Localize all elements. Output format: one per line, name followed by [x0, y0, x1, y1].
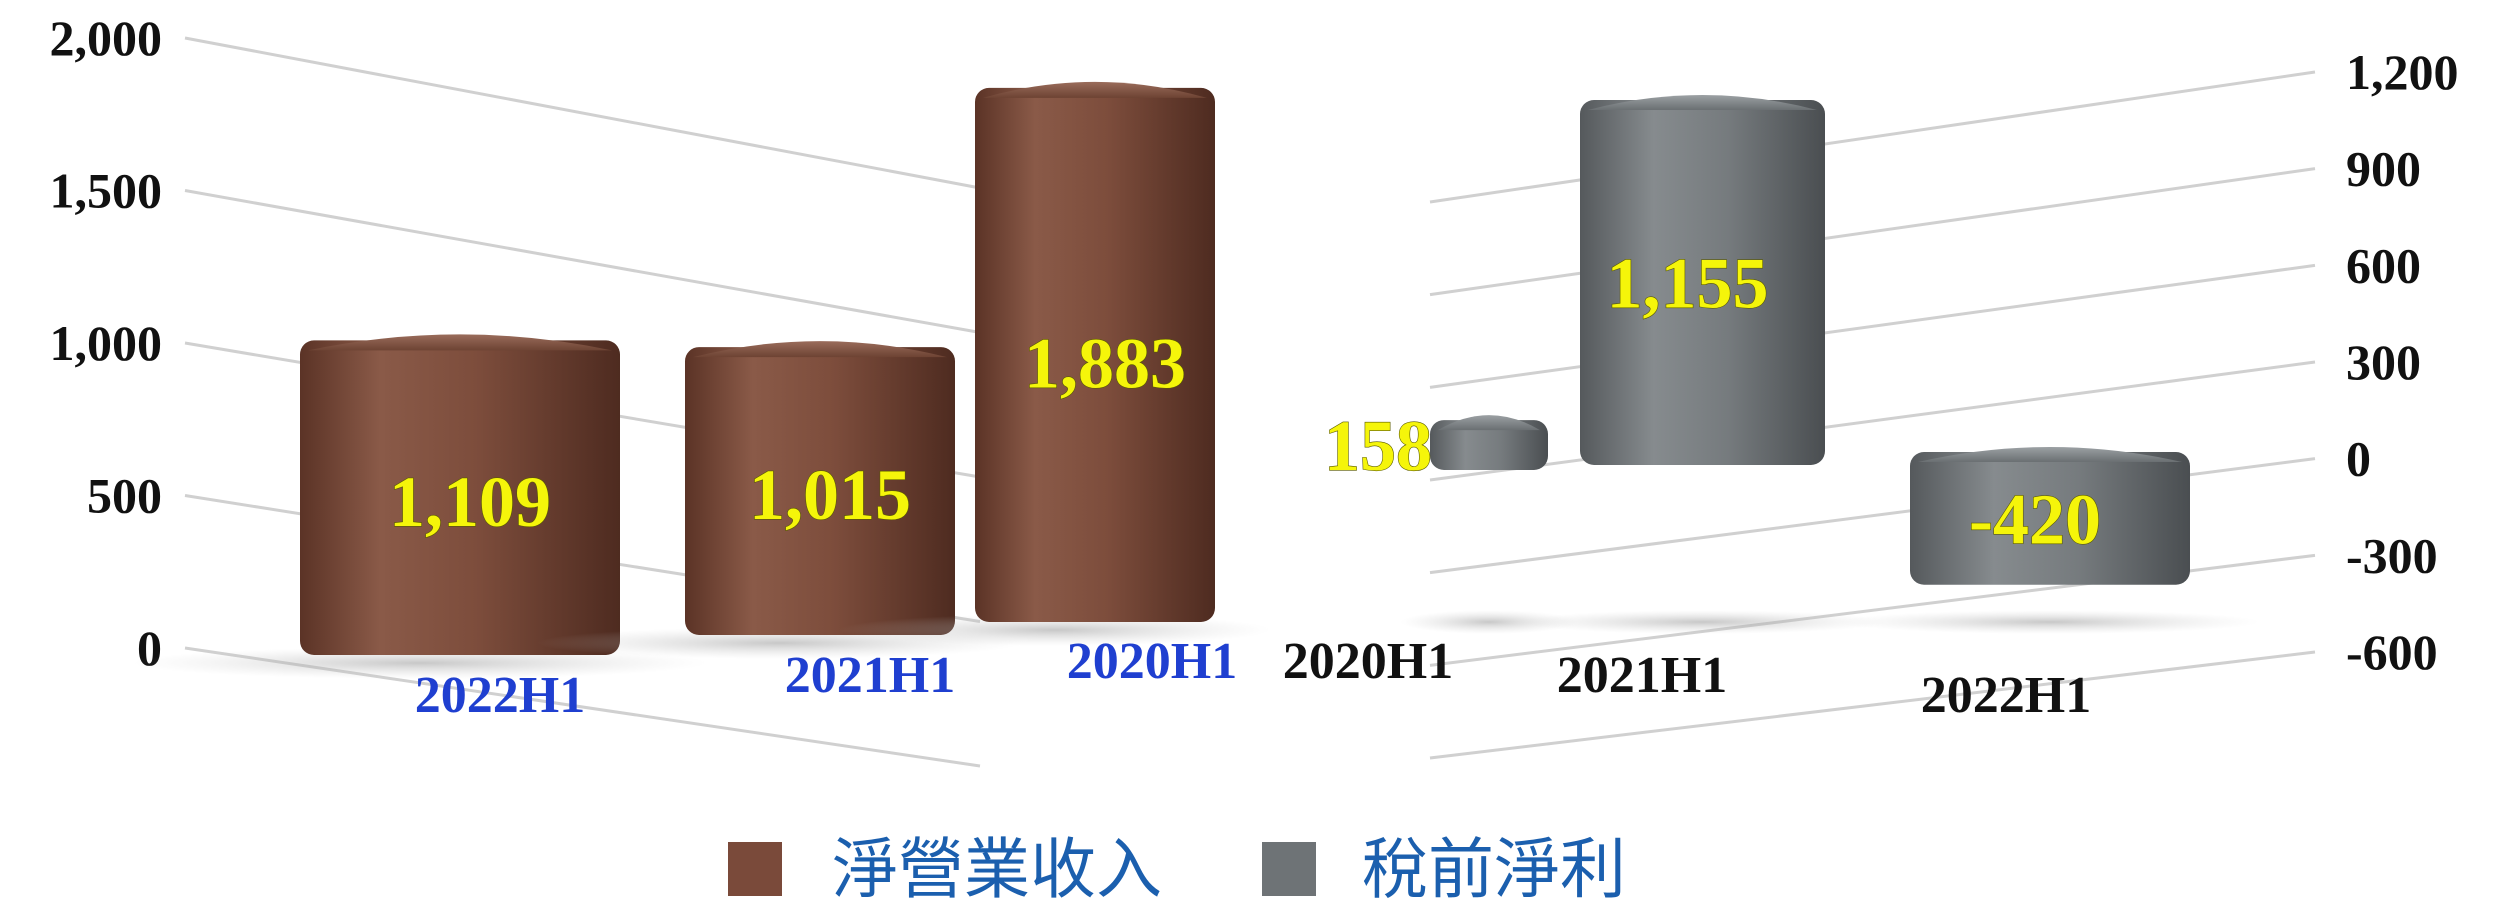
- right-category-label: 2020H1: [1283, 633, 1453, 690]
- left-bar-top: [308, 334, 612, 351]
- right-axis-tick-label: 300: [2346, 334, 2421, 390]
- left-bar: [685, 347, 955, 635]
- right-gridline: [1429, 70, 2316, 204]
- legend: 淨營業收入 稅前淨利: [728, 832, 1626, 902]
- right-bar-shadow: [1400, 610, 1578, 634]
- right-bar-shadow: [1518, 610, 1887, 634]
- left-category-labels: 2022H1 2021H1 2020H1: [415, 633, 1237, 724]
- left-chart-bars: 1,109 1,015 1,883: [132, 81, 1271, 679]
- left-bar-value-label: 1,109: [389, 462, 551, 542]
- left-category-label: 2020H1: [1067, 633, 1237, 690]
- right-axis-tick-label: 600: [2346, 237, 2421, 293]
- right-bar-top: [1918, 447, 2182, 462]
- left-bar: [300, 340, 620, 655]
- left-bar-value-label: 1,883: [1024, 324, 1186, 404]
- right-category-label: 2021H1: [1557, 647, 1727, 704]
- right-bar: [1580, 100, 1825, 465]
- left-axis-tick-label: 1,500: [50, 163, 163, 219]
- right-bar-top: [1588, 95, 1817, 110]
- right-bar-value-label: -420: [1969, 479, 2101, 559]
- right-axis-tick-label: -600: [2346, 624, 2438, 680]
- right-gridline: [1429, 650, 2316, 760]
- right-bar: [1430, 420, 1548, 470]
- right-bar-value-label: 1,155: [1607, 244, 1769, 324]
- left-axis-tick-label: 500: [87, 468, 162, 524]
- left-gridline: [184, 189, 981, 334]
- right-axis-tick-label: 0: [2346, 431, 2371, 487]
- left-bar: [975, 87, 1215, 623]
- right-gridline: [1429, 263, 2316, 389]
- left-axis-tick-label: 1,000: [50, 315, 163, 371]
- right-axis-tick-label: -300: [2346, 527, 2438, 583]
- right-bar: [1910, 452, 2190, 585]
- legend-label-revenue: 淨營業收入: [832, 832, 1162, 902]
- right-axis-ticks: 1,200 900 600 300 0 -300 -600: [2346, 44, 2459, 680]
- right-bar-shadow: [1840, 610, 2260, 634]
- left-bar-top: [693, 341, 947, 358]
- right-gridline: [1429, 167, 2316, 297]
- right-category-label: 2022H1: [1921, 667, 2091, 724]
- right-axis-tick-label: 900: [2346, 141, 2421, 197]
- left-category-label: 2021H1: [785, 647, 955, 704]
- left-gridline: [184, 36, 981, 190]
- right-bar-value-label: 158: [1324, 406, 1432, 486]
- left-bar-value-label: 1,015: [749, 455, 911, 535]
- left-category-label: 2022H1: [415, 667, 585, 724]
- right-category-labels: 2020H1 2021H1 2022H1: [1283, 633, 2091, 724]
- right-axis-tick-label: 1,200: [2346, 44, 2459, 100]
- left-axis-tick-label: 2,000: [50, 10, 163, 66]
- right-bar-top: [1438, 415, 1540, 431]
- legend-swatch-revenue: [728, 842, 782, 896]
- right-gridline: [1429, 360, 2316, 482]
- left-bar-top: [983, 81, 1207, 98]
- legend-label-pretax-profit: 稅前淨利: [1362, 832, 1626, 902]
- right-chart-bars: 158 1,155 -420: [1323, 95, 2260, 634]
- legend-swatch-pretax-profit: [1262, 842, 1316, 896]
